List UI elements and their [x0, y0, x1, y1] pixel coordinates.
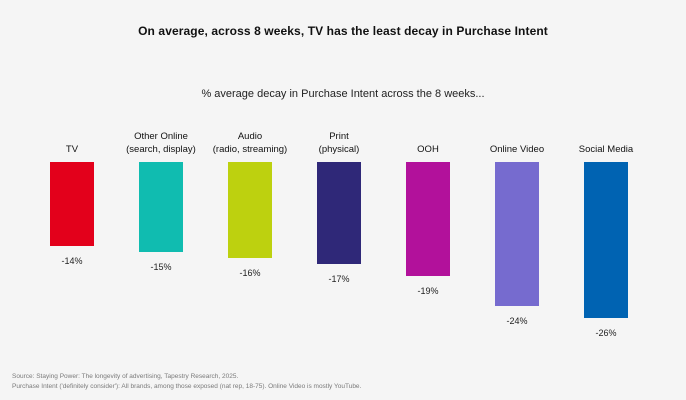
- category-label-online-video: Online Video: [490, 144, 544, 155]
- value-label-print: -17%: [328, 274, 349, 284]
- bar-social-media: [584, 162, 628, 318]
- value-label-ooh: -19%: [417, 286, 438, 296]
- category-label-tv: TV: [66, 144, 79, 155]
- value-label-social-media: -26%: [595, 328, 616, 338]
- source-footnote: Source: Staying Power: The longevity of …: [12, 373, 239, 380]
- value-label-tv: -14%: [61, 256, 82, 266]
- category-label-ooh: OOH: [417, 144, 439, 155]
- value-label-audio: -16%: [239, 268, 260, 278]
- value-label-other-online: -15%: [150, 262, 171, 272]
- category-label-audio-line-1: Audio: [238, 131, 262, 142]
- definition-footnote: Purchase Intent ('definitely consider'):…: [12, 383, 362, 390]
- category-label-audio-line-2: (radio, streaming): [213, 144, 287, 155]
- bar-print: [317, 162, 361, 264]
- bar-ooh: [406, 162, 450, 276]
- chart-subtitle: % average decay in Purchase Intent acros…: [201, 88, 485, 100]
- chart-title: On average, across 8 weeks, TV has the l…: [138, 24, 548, 38]
- category-label-social-media: Social Media: [579, 144, 634, 155]
- category-label-print-line-2: (physical): [319, 144, 360, 155]
- bar-tv: [50, 162, 94, 246]
- bar-online-video: [495, 162, 539, 306]
- category-label-other-online-line-1: Other Online: [134, 131, 188, 142]
- category-label-other-online-line-2: (search, display): [126, 144, 196, 155]
- category-label-print-line-1: Print: [329, 131, 349, 142]
- value-label-online-video: -24%: [506, 316, 527, 326]
- bar-audio: [228, 162, 272, 258]
- bar-other-online: [139, 162, 183, 252]
